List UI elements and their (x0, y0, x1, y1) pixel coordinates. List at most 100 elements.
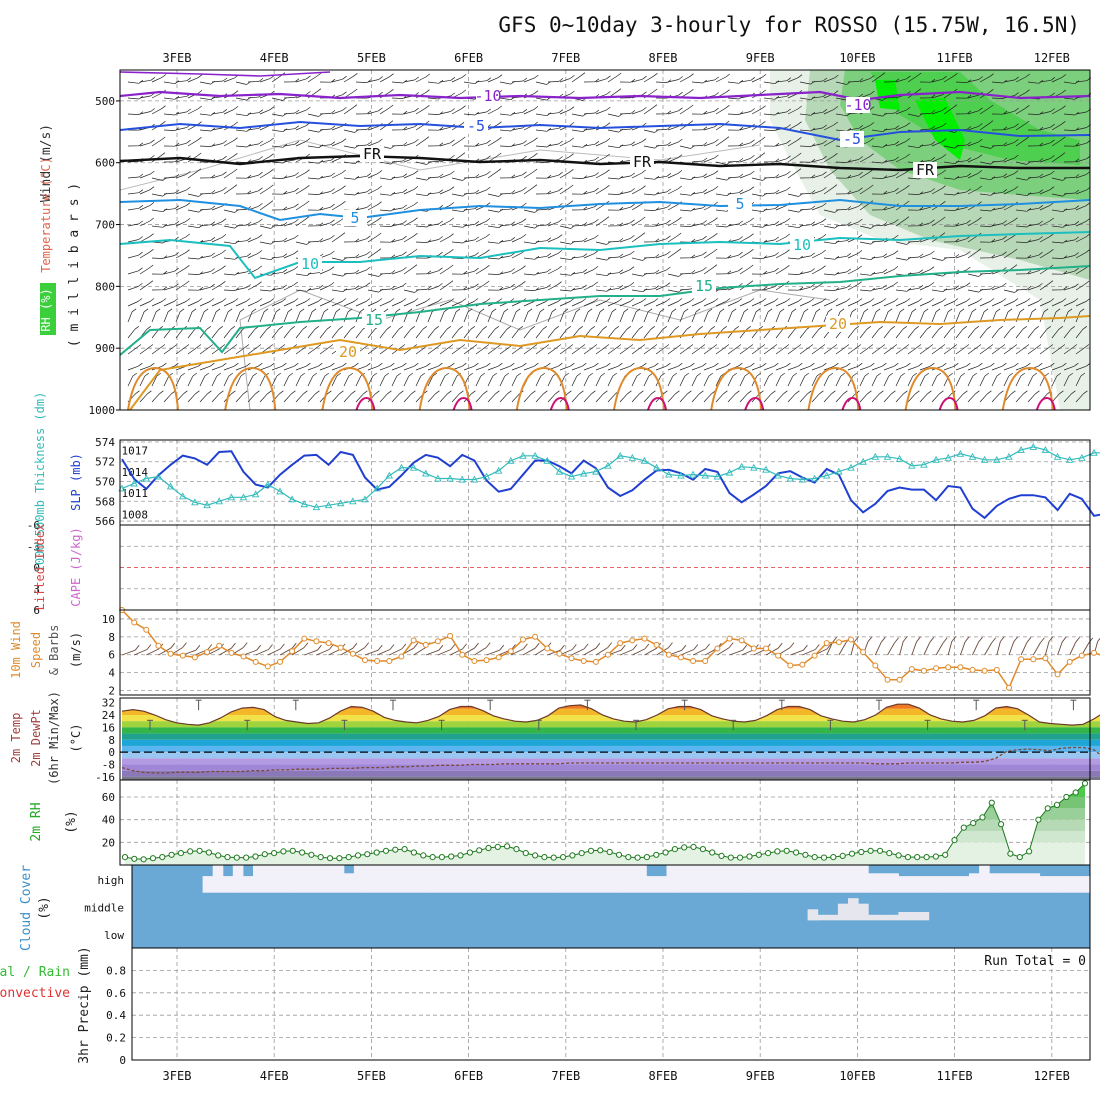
wind-barb-flag (594, 141, 600, 145)
wind-barb (859, 301, 871, 307)
wind-barb-flag (627, 390, 632, 395)
wind-barb-flag (522, 187, 527, 191)
wind-barb (499, 347, 510, 355)
rh-2m-point (541, 854, 548, 861)
wind-barb (667, 311, 673, 323)
wind-barb-flag (702, 110, 708, 115)
wind-barb-flag (270, 362, 275, 367)
wind-barb (439, 189, 451, 195)
wind-barb-flag (724, 136, 730, 140)
wind-barb (259, 375, 266, 387)
wind-barb (139, 95, 151, 99)
wind-barb (1027, 286, 1039, 291)
wind-barb-flag (832, 184, 838, 188)
wind-barb (271, 329, 280, 339)
wind-barb-flag (185, 233, 191, 238)
wind-barb (643, 129, 655, 133)
wind-barb (523, 301, 535, 307)
wind-barb-flag (266, 326, 272, 330)
wind-barb-flag (207, 390, 212, 395)
wind-barb (1039, 283, 1050, 291)
slp-tick: 1008 (122, 508, 149, 521)
wind-barb-flag (1034, 326, 1040, 330)
wind-barb (571, 365, 583, 371)
wind-barb (835, 224, 848, 227)
wind-barb-flag (474, 221, 480, 225)
wind-barb-flag (221, 298, 227, 302)
rh-shading-peak (875, 80, 900, 110)
wind10-barb (656, 647, 669, 656)
wind-barb (1063, 177, 1076, 179)
wind-barb (271, 301, 283, 307)
wind-barb-flag (905, 185, 910, 189)
wind-barb-flag (618, 222, 624, 227)
wind-barb (667, 273, 679, 277)
wind-barb (715, 225, 728, 228)
wind-barb (619, 159, 631, 163)
wind-barb-flag (257, 234, 263, 238)
wind-barb (907, 301, 919, 307)
wind-barb-flag (197, 121, 202, 125)
wind-barb-flag (878, 326, 884, 330)
wind-barb (703, 301, 715, 307)
wind-barb (331, 157, 343, 163)
wind-barb-flag (936, 372, 942, 377)
wind-barb-flag (408, 372, 414, 377)
wind-barb (607, 145, 619, 149)
rh-2m-point (914, 854, 921, 861)
cloud-high-clear (595, 865, 607, 893)
cloud-tick: middle (84, 902, 124, 915)
wind-barb (259, 203, 270, 211)
wind-barb-flag (948, 372, 954, 377)
wind-barb (1003, 220, 1014, 227)
temp-band (122, 758, 1100, 765)
wind-barb (175, 95, 187, 99)
wind-barb-flag (510, 237, 516, 241)
wind-barb (1051, 225, 1063, 228)
wind-barb-flag (558, 109, 564, 113)
wind-barb (331, 289, 343, 293)
wind10-speed-point (167, 650, 174, 657)
wind-barb (487, 171, 498, 179)
wind-barb (487, 347, 498, 355)
wind-barb-flag (854, 326, 860, 330)
wind-barb (943, 311, 949, 323)
wind-barb-flag (1074, 267, 1079, 272)
contour-label-bg (476, 88, 500, 104)
wind-barb (1051, 139, 1062, 147)
wind-barb (439, 347, 450, 355)
wind-barb-flag (759, 390, 764, 395)
wind-barb-flag (810, 283, 815, 288)
thickness-point (1029, 442, 1038, 450)
wind-barb (811, 80, 824, 83)
wind-barb (223, 347, 234, 355)
wind-barb (151, 108, 162, 115)
wind-barb-flag (773, 298, 779, 302)
wind-barb-flag (618, 285, 624, 289)
wind-barb-flag (436, 344, 442, 348)
wind-barb-flag (810, 252, 816, 257)
wind-barb-flag (832, 344, 838, 348)
wind-barb-flag (389, 298, 395, 302)
wind-barb-flag (630, 141, 636, 145)
wind-barb (415, 241, 428, 243)
wind10-barb (510, 648, 524, 656)
wind-barb-flag (496, 168, 502, 172)
rh-2m-point (392, 846, 399, 853)
wind-barb (679, 193, 691, 196)
rh-band (125, 797, 1085, 809)
wind-barb (967, 375, 974, 387)
wind-barb-flag (521, 218, 527, 222)
wind-barb-flag (449, 233, 454, 237)
wind-barb (475, 393, 484, 403)
wind-barb-flag (1074, 158, 1080, 163)
wind10-barb (389, 648, 403, 656)
cloud-high-clear (273, 865, 284, 893)
wind10-speed-point (386, 658, 393, 664)
thickness-point (421, 469, 430, 477)
thickness-point (373, 484, 381, 492)
wind-barb (235, 97, 247, 101)
wind-barb (799, 286, 811, 291)
wind-barb-flag (304, 216, 310, 220)
